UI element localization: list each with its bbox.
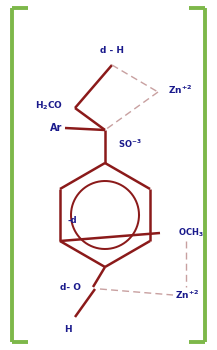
Text: $\mathregular{Zn^{+2}}$: $\mathregular{Zn^{+2}}$ [168, 84, 192, 96]
Text: $\mathregular{H_2CO}$: $\mathregular{H_2CO}$ [35, 100, 63, 112]
Text: $\mathregular{Zn^{+2}}$: $\mathregular{Zn^{+2}}$ [175, 289, 199, 301]
Text: $\mathregular{OCH_3}$: $\mathregular{OCH_3}$ [178, 227, 204, 239]
Text: H: H [64, 325, 72, 334]
Text: -d: -d [68, 216, 78, 225]
Text: d- O: d- O [60, 282, 81, 292]
Text: Ar: Ar [50, 123, 62, 133]
Text: d - H: d - H [100, 46, 124, 55]
Text: $\mathregular{SO^{-3}}$: $\mathregular{SO^{-3}}$ [118, 138, 142, 150]
